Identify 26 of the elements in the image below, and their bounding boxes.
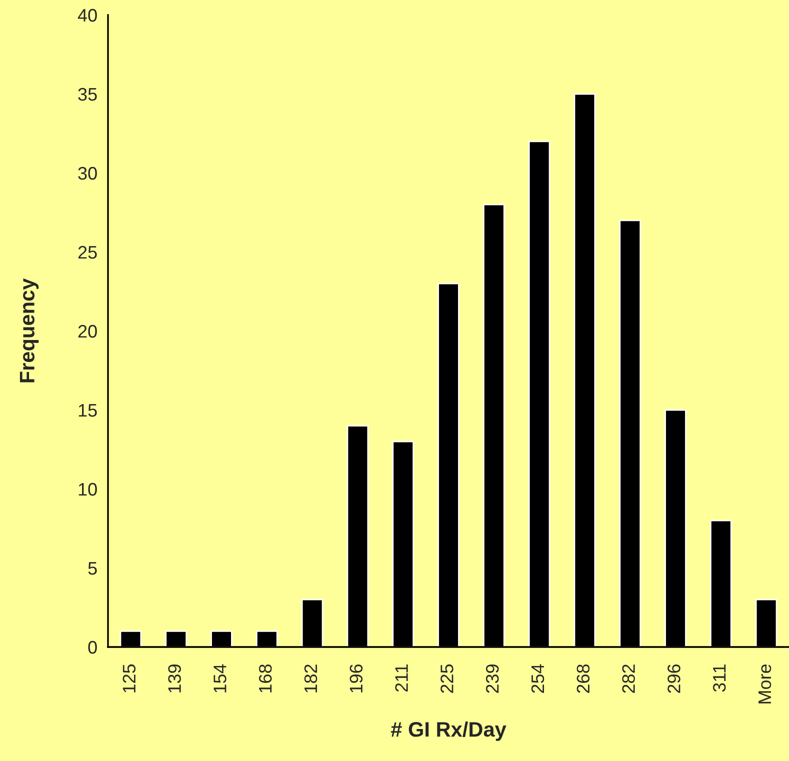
- y-tick-label: 15: [78, 404, 97, 417]
- x-tick-label: 125: [122, 664, 136, 692]
- x-tick-label: 254: [531, 664, 544, 693]
- x-tick-label: 296: [668, 664, 680, 693]
- x-tick-label: 211: [395, 664, 408, 692]
- x-tick-label: 196: [350, 664, 363, 692]
- x-tick-label: 168: [258, 664, 272, 692]
- x-tick-label: 239: [486, 664, 499, 693]
- x-tick-label: More: [758, 664, 772, 704]
- y-tick-label: 5: [88, 562, 97, 575]
- x-tick-label: 139: [168, 664, 181, 692]
- x-tick-label: 182: [304, 664, 318, 692]
- x-tick-label: 282: [622, 664, 635, 693]
- y-axis-title: Frequency: [20, 278, 39, 382]
- x-tick-label: 225: [440, 664, 454, 693]
- y-tick-label: 20: [78, 324, 97, 338]
- y-tick-label: 0: [88, 640, 97, 654]
- y-tick-label: 35: [78, 88, 97, 101]
- x-tick-label: 311: [712, 664, 726, 692]
- y-tick-label: 40: [78, 8, 97, 22]
- x-tick-label: 268: [576, 664, 590, 693]
- y-tick-label: 25: [78, 246, 97, 259]
- x-tick-label: 154: [214, 664, 226, 692]
- y-tick-label: 10: [78, 482, 97, 496]
- x-axis-title: # GI Rx/Day: [390, 721, 506, 741]
- y-tick-label: 30: [78, 166, 97, 180]
